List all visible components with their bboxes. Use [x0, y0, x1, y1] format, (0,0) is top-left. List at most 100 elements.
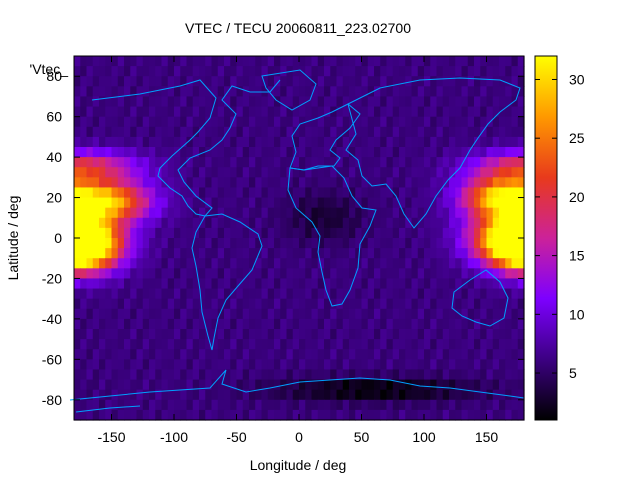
- heatmap-cell: [299, 106, 306, 118]
- heatmap-cell: [430, 66, 438, 77]
- heatmap-cell: [105, 56, 113, 67]
- heatmap-cell: [361, 359, 369, 371]
- heatmap-cell: [467, 116, 475, 128]
- heatmap-cell: [417, 96, 425, 108]
- heatmap-cell: [74, 96, 81, 108]
- heatmap-cell: [192, 329, 200, 340]
- heatmap-cell: [142, 389, 150, 401]
- heatmap-cell: [361, 258, 369, 269]
- heatmap-cell: [142, 66, 150, 77]
- heatmap-cell: [361, 217, 369, 229]
- heatmap-cell: [511, 389, 519, 401]
- heatmap-cell: [517, 238, 525, 249]
- heatmap-cell: [199, 298, 206, 310]
- heatmap-cell: [511, 248, 519, 259]
- heatmap-cell: [336, 268, 344, 280]
- heatmap-cell: [130, 207, 138, 219]
- heatmap-cell: [324, 258, 331, 269]
- heatmap-cell: [311, 126, 319, 138]
- heatmap-cell: [261, 157, 269, 168]
- heatmap-cell: [149, 177, 156, 189]
- heatmap-cell: [249, 268, 256, 280]
- heatmap-cell: [492, 248, 500, 259]
- heatmap-cell: [261, 369, 269, 381]
- heatmap-cell: [230, 318, 238, 330]
- heatmap-cell: [380, 399, 388, 411]
- heatmap-cell: [499, 298, 506, 310]
- heatmap-cell: [136, 329, 144, 340]
- heatmap-cell: [199, 157, 206, 168]
- heatmap-cell: [511, 308, 519, 320]
- heatmap-cell: [330, 76, 338, 87]
- heatmap-cell: [467, 76, 475, 87]
- heatmap-cell: [374, 268, 381, 280]
- heatmap-cell: [261, 278, 269, 290]
- heatmap-cell: [367, 106, 375, 118]
- heatmap-cell: [486, 177, 494, 189]
- heatmap-cell: [255, 126, 263, 138]
- heatmap-cell: [467, 238, 475, 249]
- heatmap-cell: [517, 298, 525, 310]
- heatmap-cell: [124, 258, 131, 269]
- heatmap-cell: [111, 217, 119, 229]
- heatmap-cell: [386, 318, 394, 330]
- heatmap-cell: [236, 116, 244, 128]
- heatmap-cell: [492, 136, 500, 148]
- heatmap-cell: [236, 288, 244, 300]
- heatmap-cell: [361, 399, 369, 411]
- heatmap-cell: [374, 187, 381, 199]
- heatmap-cell: [242, 167, 250, 178]
- heatmap-cell: [480, 389, 488, 401]
- heatmap-cell: [255, 349, 263, 360]
- heatmap-cell: [349, 197, 356, 209]
- heatmap-cell: [311, 399, 319, 411]
- heatmap-cell: [399, 217, 406, 229]
- y-tick-label: -20: [42, 270, 62, 286]
- heatmap-cell: [267, 207, 275, 219]
- heatmap-cell: [330, 379, 338, 391]
- heatmap-cell: [330, 278, 338, 290]
- heatmap-cell: [361, 339, 369, 350]
- heatmap-cell: [405, 197, 413, 209]
- heatmap-cell: [449, 167, 456, 178]
- heatmap-cell: [174, 298, 181, 310]
- heatmap-cell: [267, 177, 275, 189]
- heatmap-cell: [436, 349, 444, 360]
- heatmap-cell: [399, 349, 406, 360]
- heatmap-cell: [480, 157, 488, 168]
- heatmap-cell: [330, 66, 338, 77]
- heatmap-cell: [449, 157, 456, 168]
- heatmap-cell: [267, 399, 275, 411]
- heatmap-cell: [286, 389, 294, 401]
- heatmap-cell: [449, 359, 456, 371]
- heatmap-cell: [392, 96, 400, 108]
- heatmap-cell: [305, 56, 313, 67]
- heatmap-cell: [155, 197, 163, 209]
- heatmap-cell: [505, 136, 513, 148]
- heatmap-cell: [105, 278, 113, 290]
- heatmap-cell: [411, 248, 419, 259]
- coastline-greenland: [261, 69, 317, 111]
- heatmap-cell: [292, 278, 300, 290]
- heatmap-cell: [424, 329, 431, 340]
- heatmap-cell: [136, 268, 144, 280]
- heatmap-cell: [474, 318, 481, 330]
- heatmap-cell: [224, 147, 231, 158]
- heatmap-cell: [224, 308, 231, 320]
- heatmap-cell: [380, 409, 388, 421]
- heatmap-cell: [417, 359, 425, 371]
- heatmap-cell: [349, 106, 356, 118]
- heatmap-cell: [430, 167, 438, 178]
- heatmap-cell: [236, 217, 244, 229]
- heatmap-cell: [449, 278, 456, 290]
- heatmap-cell: [405, 66, 413, 77]
- heatmap-cell: [74, 56, 81, 67]
- heatmap-cell: [405, 207, 413, 219]
- heatmap-cell: [180, 136, 188, 148]
- heatmap-cell: [255, 238, 263, 249]
- heatmap-cell: [167, 268, 175, 280]
- heatmap-cell: [317, 167, 325, 178]
- heatmap-cell: [374, 349, 381, 360]
- heatmap-cell: [292, 167, 300, 178]
- heatmap-cell: [86, 157, 94, 168]
